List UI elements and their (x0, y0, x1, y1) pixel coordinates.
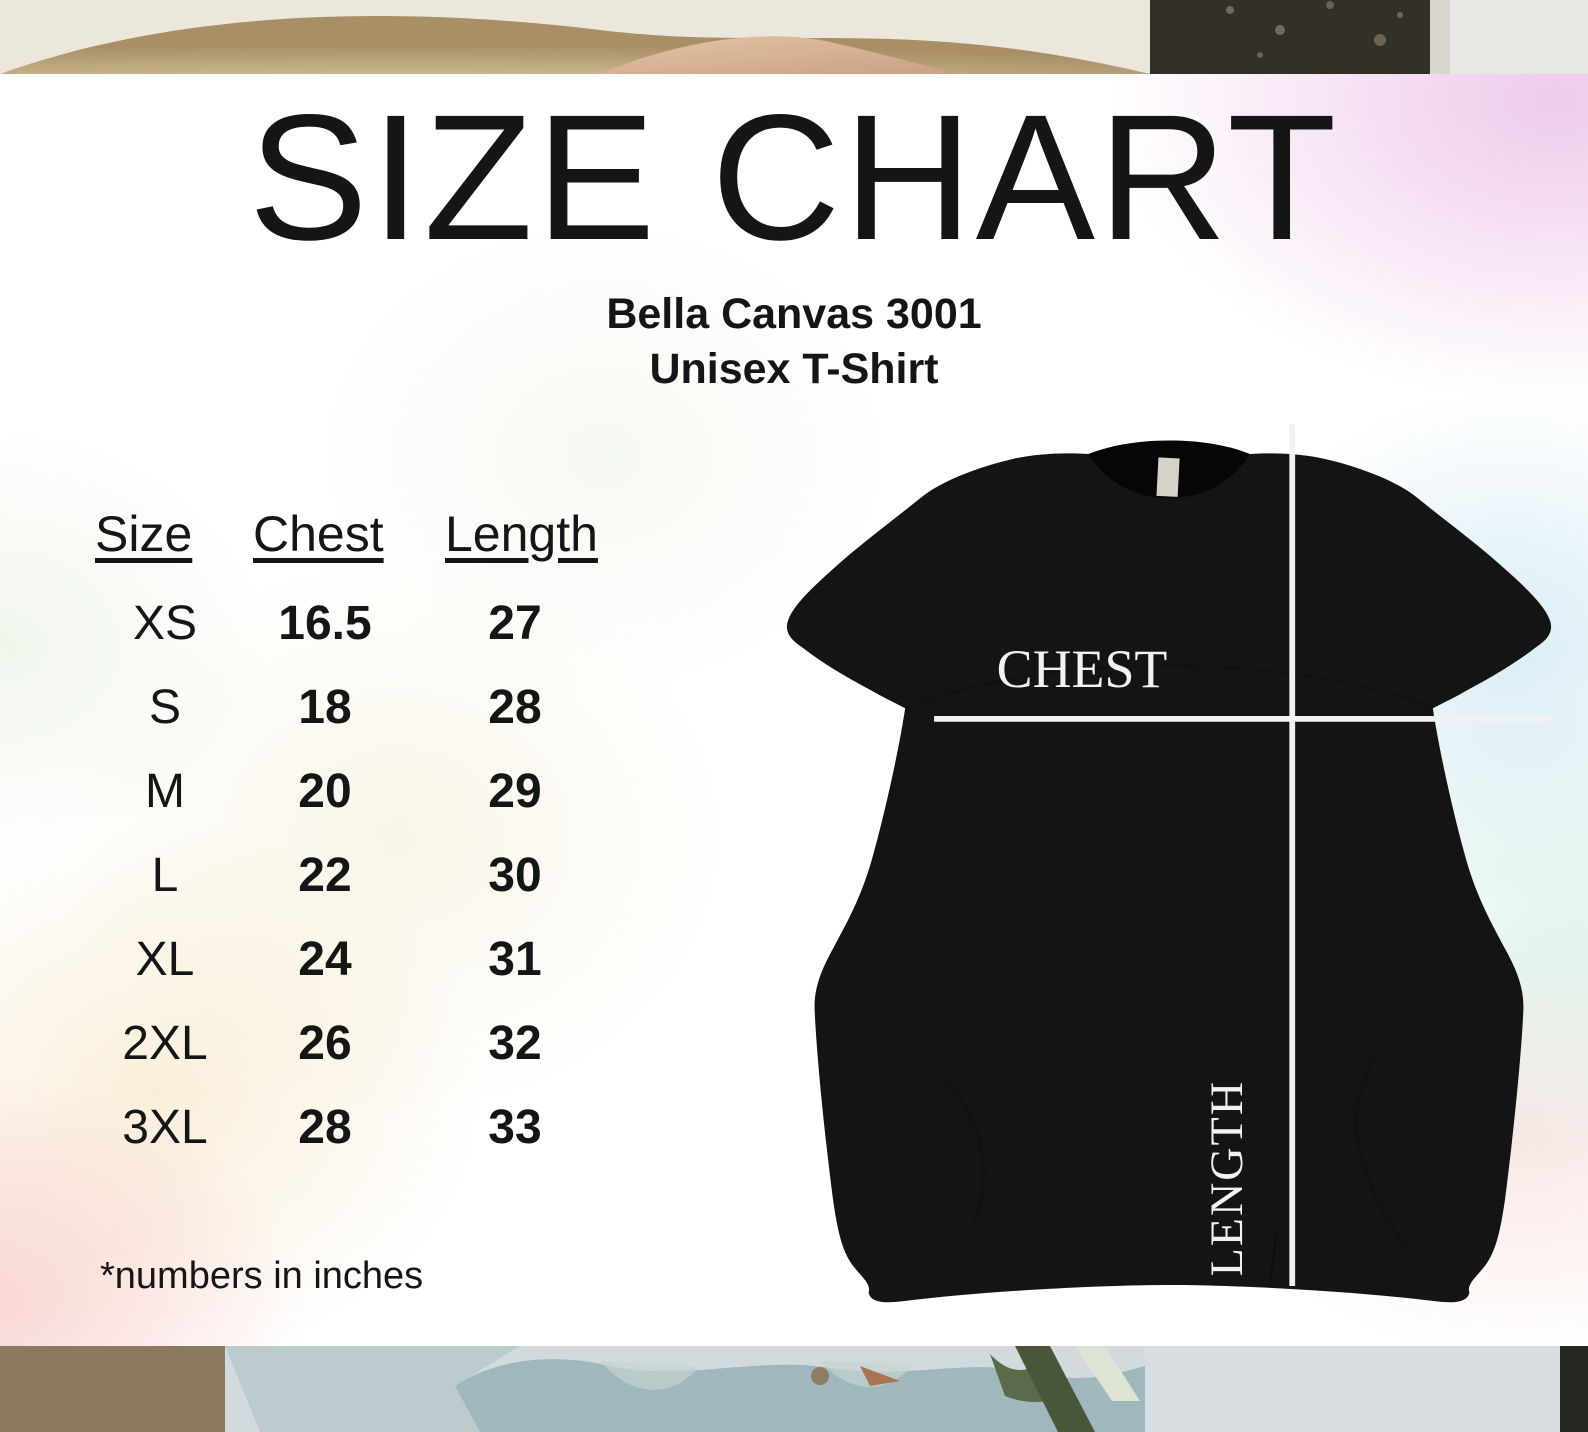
svg-text:LENGTH: LENGTH (1201, 1080, 1252, 1276)
svg-text:CHEST: CHEST (997, 639, 1168, 699)
